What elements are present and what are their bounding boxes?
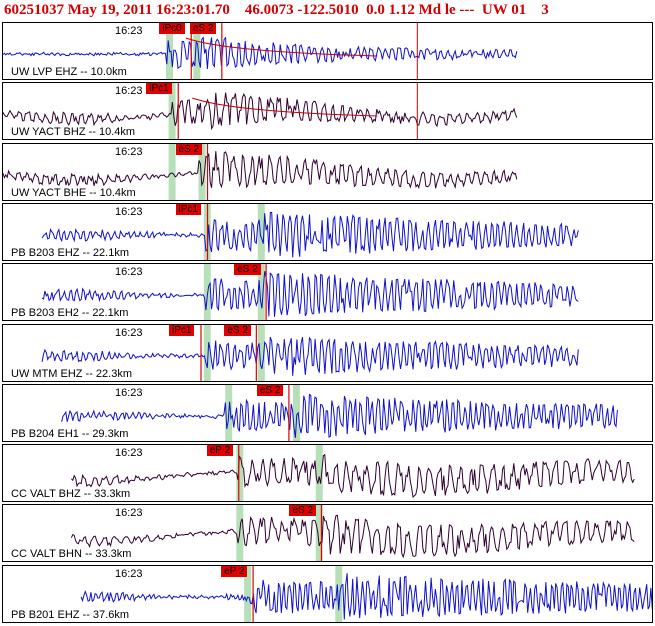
event-magnitude: 1.12 — [388, 2, 415, 18]
seismogram-panels: 16:23 iPc0 eS 2 UW LVP EHZ -- 10.0km 16:23 iP… — [0, 22, 655, 626]
trace-plot — [41, 325, 579, 381]
phase-pick-label[interactable]: eP 2 — [221, 566, 248, 577]
time-window-band — [168, 83, 176, 139]
time-window-band — [168, 144, 176, 200]
time-window-band — [335, 566, 343, 622]
coda-fit-curve — [185, 37, 378, 57]
waveform-trace — [3, 151, 518, 190]
waveform-trace — [61, 393, 618, 438]
event-mag-type: Md le — [418, 2, 456, 18]
event-depth: 0.0 — [366, 2, 385, 18]
station-label: UW MTM EHZ -- 22.3km — [11, 368, 134, 380]
trace-panel[interactable]: 16:23 eS 2 CC VALT BHN -- 33.3km — [2, 504, 653, 562]
trace-time-label: 16:23 — [115, 206, 143, 218]
trace-time-label: 16:23 — [115, 85, 143, 97]
trace-plot — [41, 204, 579, 260]
event-id: 60251037 — [4, 2, 64, 18]
trace-panel[interactable]: 16:23 eP 2 CC VALT BHZ -- 33.3km — [2, 444, 653, 502]
trace-time-label: 16:23 — [115, 327, 143, 339]
phase-pick-label[interactable]: iPc1 — [175, 204, 201, 215]
time-window-band — [193, 23, 201, 79]
station-label: UW LVP EHZ -- 10.0km — [11, 66, 129, 78]
trace-plot — [3, 144, 518, 200]
phase-pick-label[interactable]: iPc1 — [169, 325, 195, 336]
time-window-band — [244, 566, 252, 622]
waveform-trace — [70, 514, 635, 559]
trace-plot — [80, 566, 652, 622]
waveform-trace — [71, 453, 635, 499]
event-lat: 46.0073 — [244, 2, 294, 18]
trace-plot — [61, 385, 618, 441]
station-label: PB B203 EHZ -- 22.1km — [11, 247, 131, 259]
event-datetime: May 19, 2011 16:23:01.70 — [67, 2, 230, 18]
trace-plot — [3, 23, 518, 79]
time-window-band — [203, 325, 211, 381]
phase-pick-label[interactable]: eS 2 — [256, 385, 284, 396]
waveform-trace — [41, 271, 579, 317]
trace-time-label: 16:23 — [115, 568, 143, 580]
waveform-trace — [41, 336, 579, 376]
station-label: PB B204 EH1 -- 29.3km — [11, 428, 131, 440]
phase-pick-label[interactable]: eP 2 — [206, 445, 234, 456]
time-window-band — [292, 385, 300, 441]
station-label: UW YACT BHZ -- 10.4km — [11, 126, 138, 138]
coda-fit-curve — [192, 97, 378, 117]
waveform-trace — [3, 92, 518, 131]
phase-pick-label[interactable]: eS 2 — [224, 325, 251, 336]
time-window-band — [236, 445, 244, 501]
trace-time-label: 16:23 — [115, 146, 143, 158]
trace-time-label: 16:23 — [115, 387, 143, 399]
trace-panel[interactable]: 16:23 eS 2 PB B204 EH1 -- 29.3km — [2, 384, 653, 442]
trace-panel[interactable]: 16:23 eS 2 UW YACT BHE -- 10.4km — [2, 143, 653, 201]
event-extra: 3 — [541, 2, 549, 18]
station-label: PB B203 EH2 -- 22.1km — [11, 307, 131, 319]
time-window-band — [198, 144, 206, 200]
event-lon: -122.5010 — [297, 2, 359, 18]
phase-pick-label[interactable]: iPc1 — [146, 83, 172, 94]
trace-plot — [71, 445, 635, 501]
trace-panel[interactable]: 16:23 iPc1 PB B203 EHZ -- 22.1km — [2, 203, 653, 261]
trace-time-label: 16:23 — [115, 447, 143, 459]
time-window-band — [257, 204, 265, 260]
time-window-band — [315, 445, 323, 501]
trace-plot — [3, 83, 518, 139]
time-window-band — [315, 505, 323, 561]
trace-panel[interactable]: 16:23 iPc0 eS 2 UW LVP EHZ -- 10.0km — [2, 22, 653, 80]
trace-panel[interactable]: 16:23 iPc1 eS 2 UW MTM EHZ -- 22.3km — [2, 324, 653, 382]
trace-time-label: 16:23 — [115, 507, 143, 519]
waveform-trace — [3, 36, 518, 70]
event-network: UW 01 — [481, 2, 527, 18]
waveform-trace — [80, 573, 652, 620]
phase-pick-label[interactable]: eS 2 — [175, 144, 203, 155]
trace-plot — [41, 264, 579, 320]
station-label: CC VALT BHZ -- 33.3km — [11, 488, 133, 500]
phase-pick-label[interactable]: eS 2 — [289, 505, 317, 516]
trace-time-label: 16:23 — [115, 266, 143, 278]
station-label: CC VALT BHN -- 33.3km — [11, 548, 134, 560]
trace-panel[interactable]: 16:23 iPc1 UW YACT BHZ -- 10.4km — [2, 82, 653, 140]
waveform-trace — [41, 211, 579, 258]
time-window-band — [203, 264, 211, 320]
phase-pick-label[interactable]: iPc0 — [159, 23, 185, 34]
phase-pick-label[interactable]: eS 2 — [234, 264, 261, 275]
time-window-band — [257, 325, 265, 381]
event-flags: --- — [459, 2, 475, 18]
trace-panel[interactable]: 16:23 eS 2 PB B203 EH2 -- 22.1km — [2, 263, 653, 321]
time-window-band — [257, 264, 265, 320]
trace-time-label: 16:23 — [115, 25, 143, 37]
trace-panel[interactable]: 16:23 eP 2 PB B201 EHZ -- 37.6km — [2, 565, 653, 623]
event-summary: 60251037 May 19, 2011 16:23:01.70 46.007… — [4, 2, 549, 19]
phase-pick-label[interactable]: eS 2 — [189, 23, 217, 34]
station-label: PB B201 EHZ -- 37.6km — [11, 609, 131, 621]
trace-plot — [70, 505, 635, 561]
station-label: UW YACT BHE -- 10.4km — [11, 187, 138, 199]
event-header: 60251037 May 19, 2011 16:23:01.70 46.007… — [0, 0, 655, 22]
